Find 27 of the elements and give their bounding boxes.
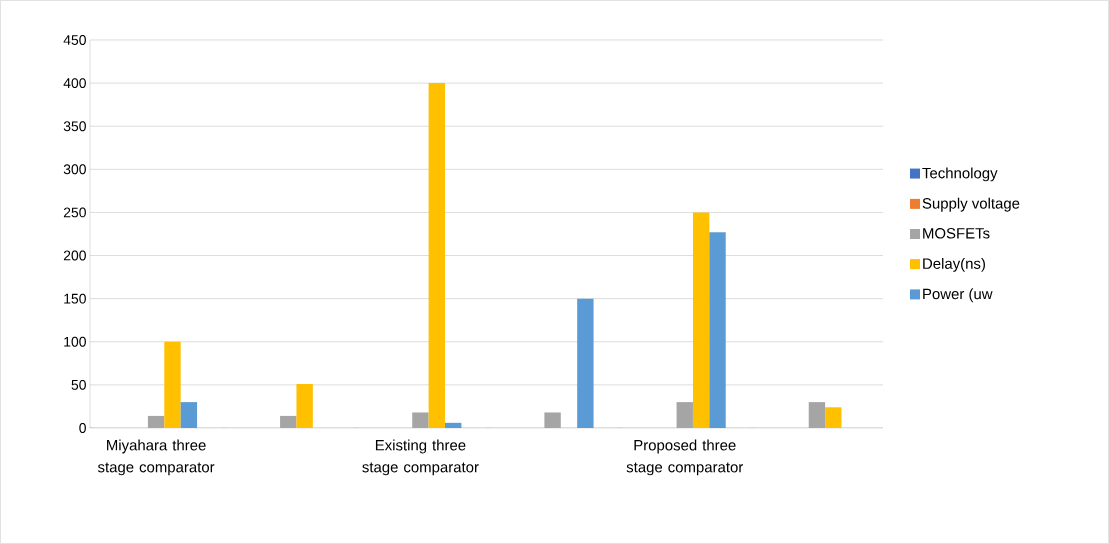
legend-label: Technology bbox=[922, 167, 998, 182]
x-tick-label: Existing three stage comparator bbox=[362, 439, 479, 476]
bar bbox=[180, 402, 198, 428]
y-tick-label: 100 bbox=[64, 336, 86, 347]
y-tick-label: 300 bbox=[63, 164, 86, 175]
y-tick-label: 0 bbox=[79, 423, 86, 433]
legend-label: Supply voltage bbox=[922, 197, 1020, 212]
bar bbox=[692, 212, 710, 428]
bar bbox=[825, 407, 842, 428]
bar bbox=[164, 341, 181, 428]
bar bbox=[709, 232, 726, 428]
legend-label: Delay(ns) bbox=[923, 257, 985, 272]
y-tick-label: 450 bbox=[63, 35, 86, 45]
x-tick-label: Miyahara three stage comparator bbox=[97, 439, 215, 476]
bar bbox=[428, 83, 446, 428]
bar bbox=[296, 384, 313, 428]
legend-label: Power (uw bbox=[923, 288, 993, 303]
y-tick-label: 150 bbox=[64, 293, 86, 304]
y-tick-label: 350 bbox=[63, 121, 86, 132]
y-tick-label: 250 bbox=[63, 207, 86, 218]
y-tick-label: 400 bbox=[63, 78, 86, 89]
bar bbox=[577, 298, 594, 428]
y-tick-label: 200 bbox=[63, 250, 86, 261]
y-tick-label: 50 bbox=[71, 379, 86, 390]
legend-label: MOSFETs bbox=[923, 228, 990, 239]
x-tick-label: Proposed three stage comparator bbox=[626, 439, 744, 476]
bar bbox=[445, 422, 462, 428]
